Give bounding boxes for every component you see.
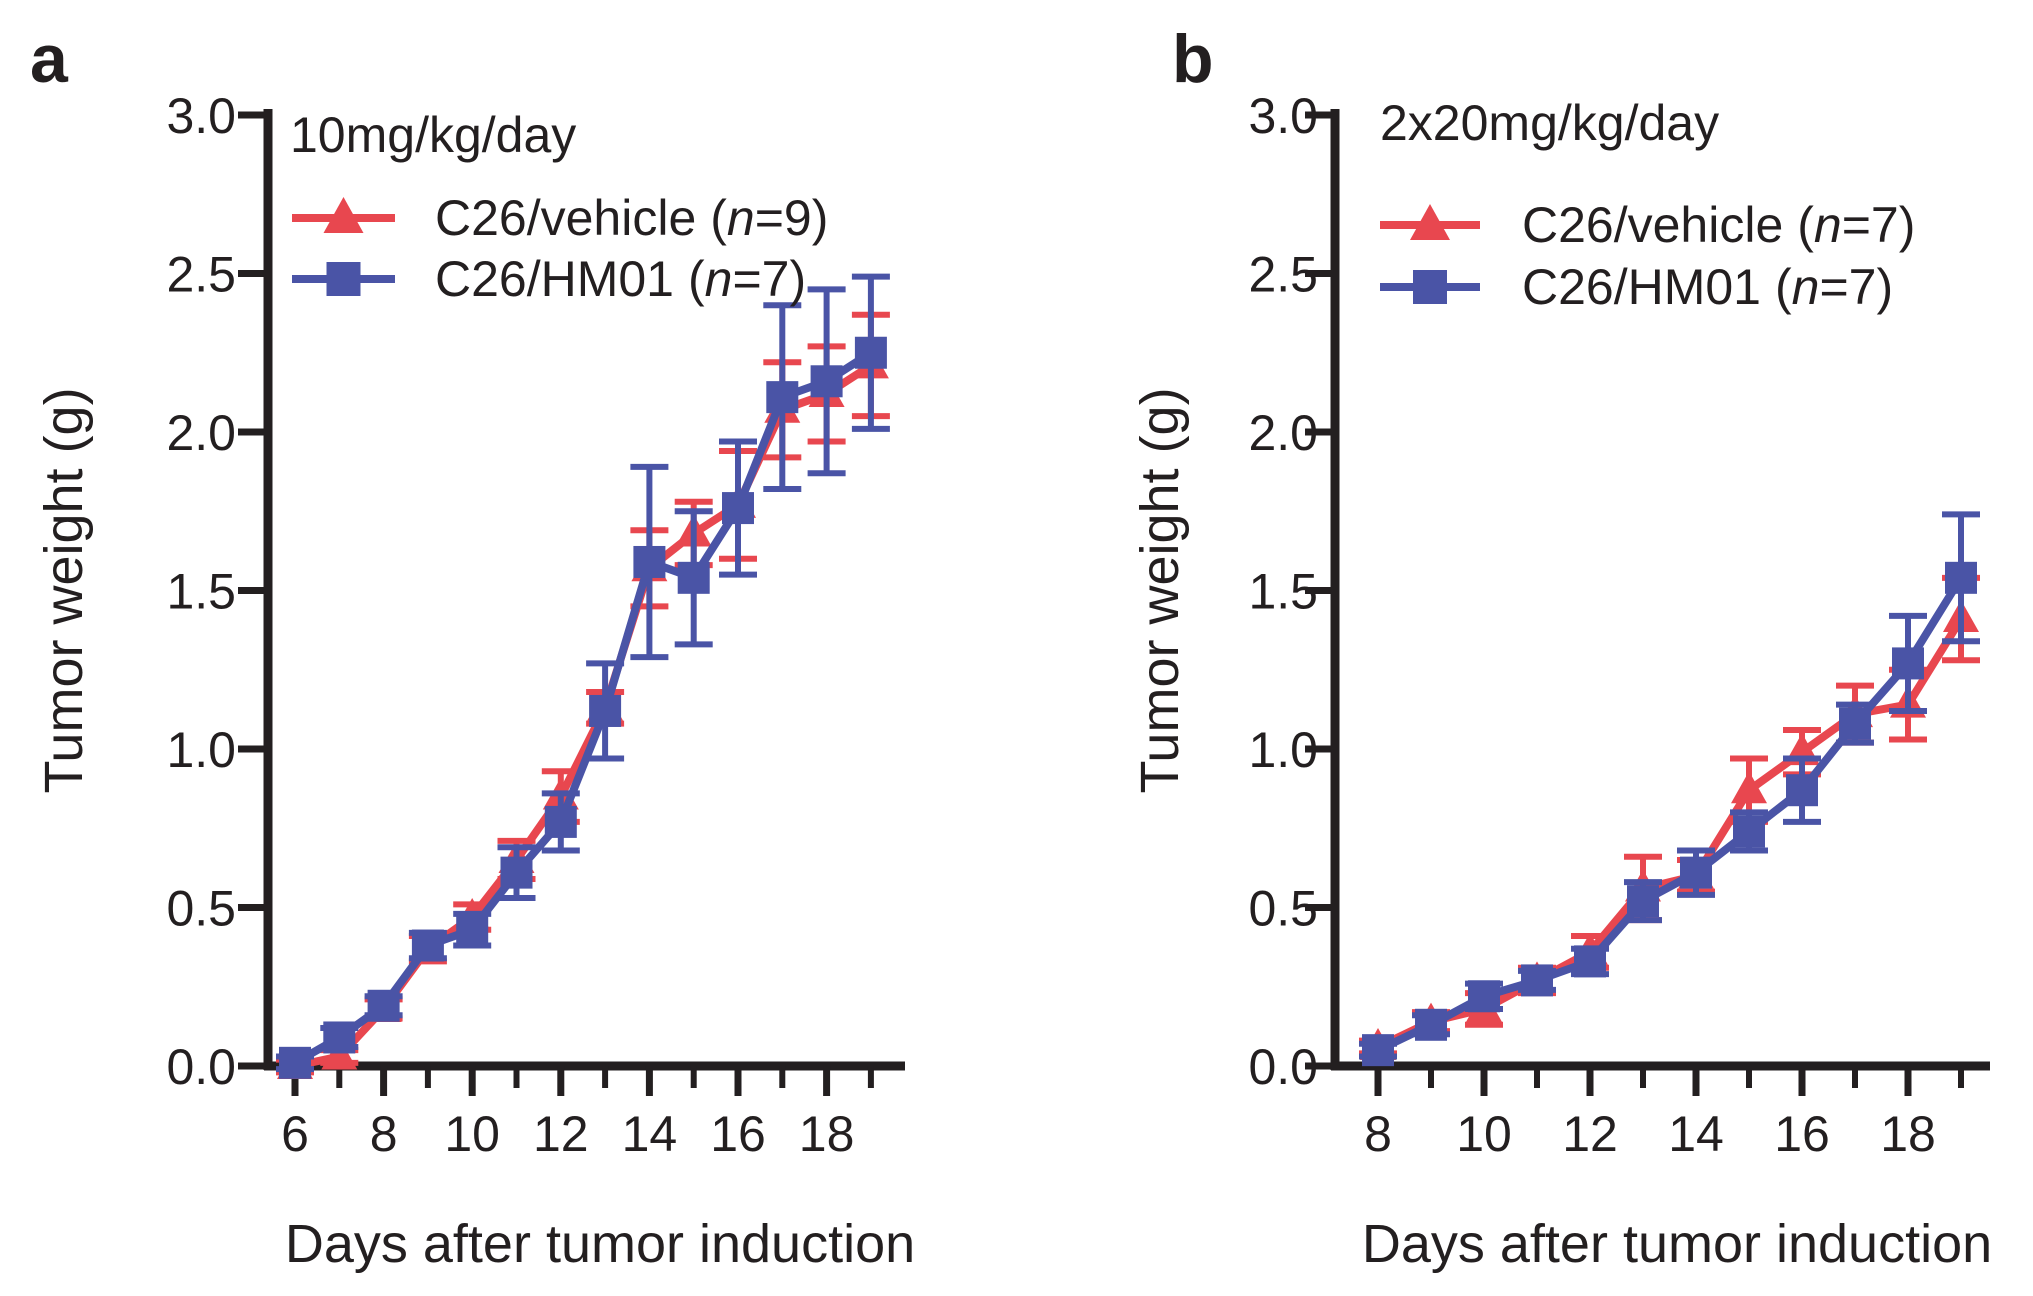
legend-entry: C26/vehicle (n=9) <box>292 190 828 246</box>
data-point <box>411 929 444 962</box>
x-tick-label: 18 <box>799 1106 855 1162</box>
data-point <box>1733 815 1765 848</box>
legend-label: C26/vehicle (n=7) <box>1522 197 1915 253</box>
x-axis-label: Days after tumor induction <box>1362 1214 1992 1274</box>
y-tick-label: 2.0 <box>1248 405 1318 461</box>
y-axis-label: Tumor weight (g) <box>34 387 94 793</box>
x-tick-label: 10 <box>444 1106 500 1162</box>
x-tick-label: 10 <box>1456 1106 1512 1162</box>
legend-n-suffix: =7) <box>1819 259 1893 315</box>
data-point <box>1362 1034 1394 1067</box>
data-point <box>1892 647 1924 680</box>
data-point <box>633 545 666 578</box>
data-point <box>279 1046 311 1079</box>
legend-n-suffix: =9) <box>755 190 829 246</box>
data-point <box>1415 1008 1447 1041</box>
y-axis-label: Tumor weight (g) <box>1130 387 1190 793</box>
series-square <box>276 273 890 1079</box>
data-point <box>544 805 577 838</box>
y-tick-label: 0.0 <box>166 1039 236 1095</box>
x-tick-label: 14 <box>622 1106 678 1162</box>
data-point <box>1468 980 1500 1013</box>
legend-label: C26/HM01 (n=7) <box>1522 259 1893 315</box>
legend-n-var: n <box>705 251 733 307</box>
data-point <box>1839 707 1871 740</box>
legend-n-suffix: =7) <box>1842 197 1916 253</box>
legend-n-suffix: =7) <box>732 251 806 307</box>
x-tick-label: 16 <box>1774 1106 1830 1162</box>
data-point <box>1945 561 1977 594</box>
x-tick-label: 12 <box>533 1106 589 1162</box>
legend-label: C26/HM01 (n=7) <box>435 251 806 307</box>
x-tick-label: 8 <box>1364 1106 1392 1162</box>
y-tick-label: 1.0 <box>1248 722 1318 778</box>
legend-n-prefix: ( <box>688 251 705 307</box>
dose-annotation: 10mg/kg/day <box>290 107 576 163</box>
legend-n-prefix: ( <box>1775 259 1792 315</box>
data-point <box>1574 945 1606 978</box>
data-point <box>1627 885 1659 918</box>
data-point <box>1731 771 1767 804</box>
y-tick-label: 0.5 <box>166 881 236 937</box>
data-point <box>1521 964 1553 997</box>
y-tick-label: 2.5 <box>166 247 236 303</box>
x-axis-label: Days after tumor induction <box>285 1214 915 1274</box>
y-tick-label: 2.5 <box>1248 247 1318 303</box>
dose-annotation: 2x20mg/kg/day <box>1380 95 1719 151</box>
x-tick-label: 8 <box>370 1106 398 1162</box>
data-point <box>1786 774 1818 807</box>
legend-series-name: C26/HM01 <box>1522 259 1761 315</box>
y-tick-label: 3.0 <box>1248 88 1318 144</box>
legend-series-name: C26/HM01 <box>435 251 674 307</box>
legend-marker <box>326 262 361 296</box>
data-point <box>323 1021 356 1054</box>
data-point <box>810 365 843 398</box>
x-tick-label: 14 <box>1668 1106 1724 1162</box>
data-point <box>321 1037 358 1070</box>
legend-marker <box>1410 204 1450 240</box>
data-point <box>677 561 710 594</box>
legend-series-name: C26/vehicle <box>1522 197 1783 253</box>
x-tick-label: 6 <box>281 1106 309 1162</box>
legend-n-prefix: ( <box>1797 197 1814 253</box>
legend-label: C26/vehicle (n=9) <box>435 190 828 246</box>
series-square <box>1359 511 1980 1067</box>
x-tick-label: 12 <box>1562 1106 1618 1162</box>
y-tick-label: 3.0 <box>166 88 236 144</box>
data-point <box>766 381 799 414</box>
data-point <box>722 492 754 525</box>
panel-b: b 0.0 0.5 1.0 1.5 2.0 2.5 3.0 8 10 12 14 16 18 Days af… <box>1130 21 1992 1274</box>
y-tick-label: 0.5 <box>1248 881 1318 937</box>
data-point <box>500 856 533 889</box>
data-point <box>367 989 400 1022</box>
data-point <box>589 694 622 727</box>
panel-letter: b <box>1172 21 1214 97</box>
legend-series-name: C26/vehicle <box>435 190 696 246</box>
legend-n-prefix: ( <box>710 190 727 246</box>
panel-a: a 0.0 0.5 1.0 1.5 2.0 2.5 3.0 6 8 10 12 14 16 18 Days a… <box>30 21 915 1274</box>
x-tick-label: 18 <box>1880 1106 1936 1162</box>
y-tick-label: 1.5 <box>1248 564 1318 620</box>
legend-marker <box>1413 270 1447 304</box>
panel-letter: a <box>30 21 69 97</box>
data-point <box>1680 856 1712 889</box>
legend-marker <box>323 197 364 233</box>
y-tick-label: 2.0 <box>166 405 236 461</box>
x-tick-label: 16 <box>710 1106 766 1162</box>
legend-entry: C26/HM01 (n=7) <box>292 251 806 307</box>
legend-n-var: n <box>1792 259 1820 315</box>
y-tick-label: 1.5 <box>166 564 236 620</box>
legend-entry: C26/vehicle (n=7) <box>1380 197 1915 253</box>
y-tick-label: 1.0 <box>166 722 236 778</box>
legend-n-var: n <box>727 190 755 246</box>
y-tick-label: 0.0 <box>1248 1039 1318 1095</box>
data-point <box>854 336 887 369</box>
legend-entry: C26/HM01 (n=7) <box>1380 259 1893 315</box>
legend-n-var: n <box>1814 197 1842 253</box>
data-point <box>456 913 489 946</box>
